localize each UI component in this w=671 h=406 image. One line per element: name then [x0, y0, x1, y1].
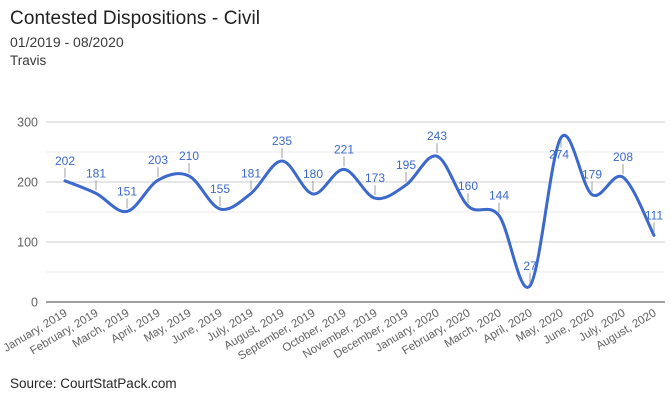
annotation-label: 111 [645, 208, 664, 222]
annotation-label: 160 [458, 179, 478, 193]
annotation-label: 210 [179, 149, 199, 163]
annotation-label: 151 [117, 184, 137, 198]
chart-subtitle-daterange: 01/2019 - 08/2020 [10, 33, 124, 50]
annotation-label: 202 [55, 154, 75, 168]
annotation-label: 203 [148, 153, 168, 167]
annotation-label: 181 [86, 166, 106, 180]
chart-region-label: Travis [10, 53, 47, 69]
annotation-label: 27 [523, 259, 537, 273]
annotation-label: 155 [210, 182, 230, 196]
annotation-label: 181 [241, 166, 261, 180]
annotation-label: 195 [396, 158, 416, 172]
annotation-label: 221 [334, 142, 354, 156]
annotation-label: 235 [272, 134, 292, 148]
y-axis-label: 300 [17, 116, 38, 130]
annotation-label: 208 [613, 150, 633, 164]
annotation-label: 274 [549, 148, 569, 162]
annotation-label: 144 [489, 189, 509, 203]
chart-header: Contested Dispositions - Civil 01/2019 -… [10, 7, 260, 70]
y-axis-label: 0 [31, 296, 38, 310]
y-axis-label: 200 [17, 176, 38, 190]
chart-line [63, 133, 656, 289]
annotation-label: 173 [365, 171, 385, 185]
annotation-label: 243 [427, 129, 447, 143]
annotation-label: 179 [582, 168, 602, 182]
source-note: Source: CourtStatPack.com [10, 376, 177, 391]
y-axis-label: 100 [17, 236, 38, 250]
annotation-label: 180 [303, 167, 323, 181]
chart-title: Contested Dispositions - Civil [10, 8, 261, 29]
